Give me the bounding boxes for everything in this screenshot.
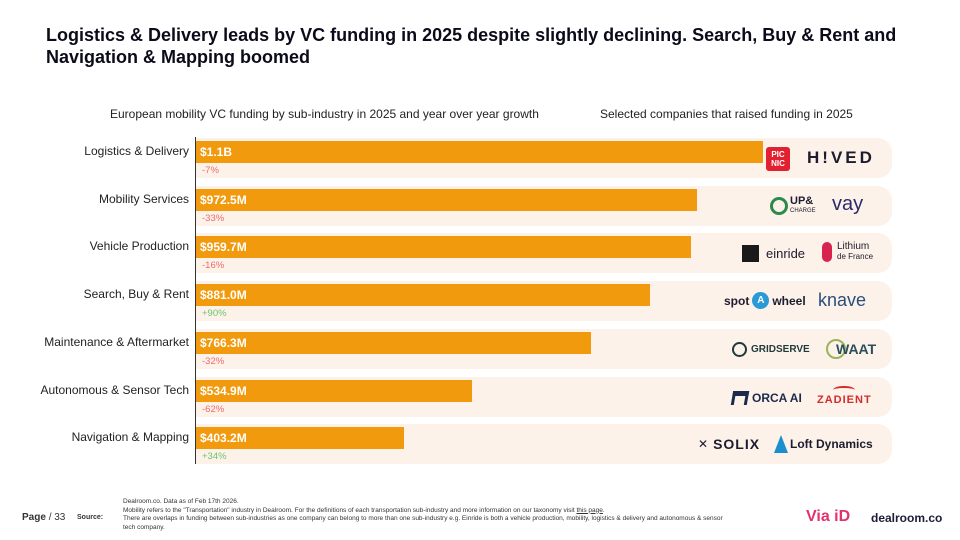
companies-subtitle: Selected companies that raised funding i…	[600, 107, 853, 121]
orca-wing-icon	[730, 391, 750, 405]
growth-label: -62%	[202, 403, 225, 415]
growth-label: +90%	[202, 308, 227, 320]
funding-bar	[196, 331, 591, 354]
chart-axis-line	[195, 137, 196, 464]
waat-logo-text: WAAT	[836, 341, 877, 357]
lithium-de-france-logo: Lithium de France	[822, 242, 873, 262]
source-note-1: Dealroom.co. Data as of Feb 17th 2026.	[123, 498, 239, 505]
page-number: / 33	[48, 512, 66, 523]
picnic-logo-bottom: NIC	[771, 159, 785, 168]
waat-ring-icon	[826, 339, 846, 359]
source-note-3: There are overlaps in funding between su…	[123, 515, 723, 531]
einride-logo: einride	[742, 245, 805, 262]
source-note-2-text: Mobility refers to the "Transportation" …	[123, 506, 575, 514]
bar-value-label: $972.5M	[200, 192, 247, 207]
einride-mark-icon	[742, 245, 759, 262]
knave-logo-text: knave	[818, 290, 867, 310]
upcharge-ring-icon	[770, 197, 788, 215]
funding-bar	[196, 141, 763, 163]
bar-value-label: $881.0M	[200, 288, 247, 303]
funding-bar	[196, 284, 650, 307]
einride-logo-text: einride	[766, 246, 806, 261]
zadient-logo: ZADIENT	[817, 386, 872, 406]
bar-value-label: $959.7M	[200, 240, 247, 255]
hived-logo: H!VED	[807, 148, 875, 168]
gridserve-ring-icon	[732, 342, 747, 357]
orca-ai-logo: ORCA AI	[730, 391, 802, 405]
loft-dynamics-logo: Loft Dynamics	[774, 435, 873, 453]
page-indicator: Page / 33	[22, 512, 65, 523]
category-label: Maintenance & Aftermarket	[44, 334, 189, 349]
page-title: Logistics & Delivery leads by VC funding…	[46, 25, 897, 67]
spotawheel-logo: spot A wheel	[724, 292, 806, 309]
chart-subtitle: European mobility VC funding by sub-indu…	[110, 107, 539, 121]
category-label: Autonomous & Sensor Tech	[40, 382, 189, 397]
spotawheel-a-icon: A	[752, 292, 770, 309]
vay-logo-text: vay	[832, 193, 864, 215]
solix-logo: ✕ SOLIX	[698, 436, 760, 452]
hived-logo-text: H!VED	[807, 148, 875, 167]
upcharge-logo-top: UP&	[790, 195, 814, 207]
lithium-logo-bottom: de France	[837, 252, 874, 261]
funding-bar	[196, 236, 691, 259]
bar-value-label: $403.2M	[200, 431, 247, 446]
loft-logo-text: Loft Dynamics	[790, 437, 873, 451]
solix-mark-icon: ✕	[698, 437, 710, 451]
taxonomy-link[interactable]: this page	[576, 506, 603, 514]
growth-label: +34%	[202, 451, 227, 463]
vay-logo: vay	[832, 193, 863, 216]
growth-label: -32%	[202, 355, 225, 367]
source-label: Source:	[77, 514, 104, 521]
solix-logo-text: SOLIX	[713, 436, 761, 452]
knave-logo: knave	[818, 290, 866, 311]
category-label: Navigation & Mapping	[71, 430, 189, 445]
dealroom-logo: dealroom.co	[871, 511, 943, 525]
lithium-drop-icon	[822, 242, 832, 262]
source-note-2: Mobility refers to the "Transportation" …	[123, 506, 605, 514]
category-label: Vehicle Production	[89, 239, 189, 254]
gridserve-logo: GRIDSERVE	[732, 342, 810, 357]
category-label: Logistics & Delivery	[84, 144, 189, 158]
spotawheel-spot-text: spot	[724, 293, 750, 308]
upcharge-logo: UP& CHARGE	[770, 196, 816, 216]
source-notes: Dealroom.co. Data as of Feb 17th 2026. M…	[123, 498, 723, 532]
category-label: Search, Buy & Rent	[83, 287, 189, 302]
via-id-logo: Via iD	[806, 508, 851, 525]
growth-label: -7%	[202, 165, 219, 176]
bar-value-label: $1.1B	[200, 145, 233, 159]
bar-value-label: $766.3M	[200, 335, 247, 350]
zadient-arc-icon	[833, 386, 856, 394]
waat-logo: WAAT	[826, 339, 876, 359]
upcharge-logo-bottom: CHARGE	[790, 208, 816, 214]
page-label: Page	[22, 512, 46, 523]
growth-label: -33%	[202, 212, 225, 224]
funding-bar	[196, 379, 472, 402]
category-label: Mobility Services	[98, 191, 189, 206]
zadient-logo-text: ZADIENT	[817, 394, 872, 406]
funding-bar	[196, 188, 697, 211]
lithium-logo-top: Lithium	[837, 241, 870, 252]
growth-label: -16%	[202, 260, 225, 272]
gridserve-logo-text: GRIDSERVE	[751, 344, 810, 355]
picnic-logo: PIC NIC	[766, 147, 790, 171]
spotawheel-wheel-text: wheel	[772, 293, 806, 308]
orca-logo-text: ORCA AI	[752, 391, 802, 405]
picnic-logo-top: PIC	[771, 150, 785, 159]
funding-bar	[196, 427, 404, 450]
bar-value-label: $534.9M	[200, 383, 247, 398]
loft-mark-icon	[774, 435, 788, 453]
